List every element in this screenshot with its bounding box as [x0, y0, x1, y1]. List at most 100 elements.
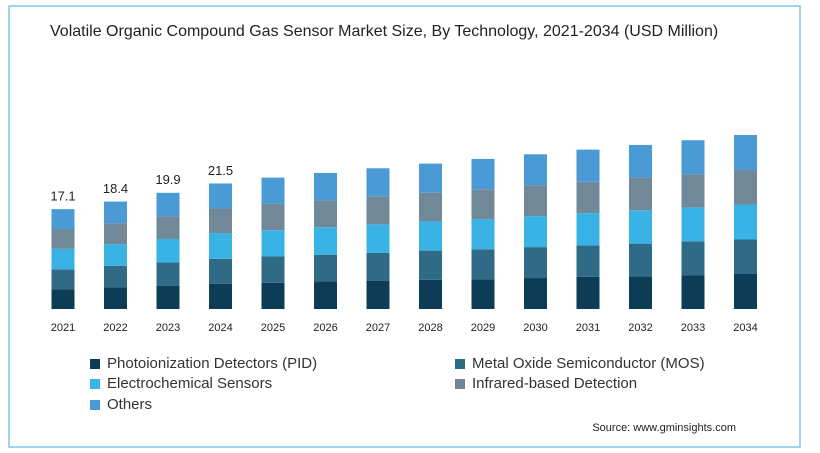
bar-segment [366, 168, 390, 197]
bar-segment [681, 140, 705, 175]
bar-segment [734, 204, 757, 240]
x-tick-label: 2029 [471, 322, 495, 334]
bar-segment [51, 289, 75, 309]
chart-title: Volatile Organic Compound Gas Sensor Mar… [50, 23, 718, 40]
bar-segment [104, 265, 127, 288]
bar-segment [419, 250, 442, 280]
total-label: 21.5 [208, 163, 233, 178]
bar-segment [734, 135, 757, 171]
bar-segment [156, 262, 180, 286]
x-tick-label: 2032 [628, 322, 652, 334]
bar-segment [734, 239, 757, 274]
bar-segment [366, 224, 390, 253]
legend-swatch [455, 379, 465, 389]
x-tick-label: 2025 [261, 322, 285, 334]
bar-segment [261, 203, 285, 231]
bar-segment [209, 283, 232, 309]
bar-segment [366, 196, 390, 225]
x-tick-label: 2023 [156, 322, 180, 334]
bar-segment [629, 144, 652, 178]
bar-segment [471, 219, 495, 250]
bar-segment [104, 223, 127, 245]
bar-segment [314, 200, 337, 228]
legend-label: Others [107, 396, 152, 413]
x-tick-label: 2033 [681, 322, 705, 334]
bar-segment [156, 238, 180, 263]
bar-segment [471, 158, 495, 190]
bar-segment [261, 177, 285, 204]
bar-segment [261, 256, 285, 283]
bar-segment [576, 245, 600, 277]
bar-segment [734, 170, 757, 205]
bar-segment [576, 181, 600, 214]
legend-swatch [90, 359, 100, 369]
x-tick-label: 2022 [103, 322, 127, 334]
x-tick-label: 2028 [418, 322, 442, 334]
bar-segment [681, 174, 705, 208]
bar-segment [51, 209, 75, 230]
bar-segment [314, 254, 337, 282]
legend-swatch [90, 400, 100, 410]
bar-segment [681, 241, 705, 276]
bar-segment [314, 227, 337, 255]
bar-segment [576, 213, 600, 246]
bar-segment [261, 230, 285, 257]
bar-segment [419, 192, 442, 222]
bar-segment [419, 221, 442, 251]
legend-swatch [90, 379, 100, 389]
x-tick-label: 2026 [313, 322, 337, 334]
legend-swatch [455, 359, 465, 369]
legend-label: Metal Oxide Semiconductor (MOS) [472, 355, 705, 372]
bar-segment [51, 248, 75, 270]
bar-segment [471, 249, 495, 280]
bar-segment [366, 280, 390, 309]
x-tick-label: 2021 [51, 322, 75, 334]
bar-segment [629, 210, 652, 244]
bar-segment [419, 163, 442, 193]
bar-segment [156, 285, 180, 309]
bar-segment [314, 281, 337, 309]
bar-segment [524, 278, 547, 309]
bar-segment [209, 208, 232, 234]
bar-segment [366, 252, 390, 281]
bar-segment [209, 183, 232, 209]
x-tick-label: 2031 [576, 322, 600, 334]
total-label: 17.1 [50, 189, 75, 204]
bar-segment [524, 154, 547, 186]
x-tick-label: 2027 [366, 322, 390, 334]
bar-segment [576, 276, 600, 309]
bar-segment [156, 192, 180, 217]
bar-segment [51, 229, 75, 249]
bar-segment [314, 172, 337, 201]
bar-segment [471, 279, 495, 309]
bar-segment [629, 243, 652, 277]
x-tick-label: 2030 [523, 322, 547, 334]
bar-segment [104, 287, 127, 309]
bar-segment [734, 273, 757, 309]
total-label: 18.4 [103, 181, 128, 196]
bar-segment [104, 201, 127, 224]
bar-segment [524, 216, 547, 248]
bar-segment [524, 247, 547, 279]
bar-segment [51, 269, 75, 290]
legend-label: Photoionization Detectors (PID) [107, 355, 317, 372]
bar-segment [629, 177, 652, 211]
legend-label: Infrared-based Detection [472, 375, 637, 392]
x-tick-label: 2024 [208, 322, 232, 334]
bar-segment [419, 279, 442, 309]
bar-segment [576, 149, 600, 182]
total-label: 19.9 [155, 172, 180, 187]
source: Source: www.gminsights.com [592, 422, 736, 434]
bar-segment [681, 207, 705, 242]
bar-segment [524, 185, 547, 217]
bar-segment [104, 244, 127, 266]
bar-segment [681, 275, 705, 309]
bar-segment [261, 282, 285, 309]
bar-segment [629, 276, 652, 309]
legend-label: Electrochemical Sensors [107, 375, 272, 392]
x-tick-label: 2034 [733, 322, 757, 334]
bar-segment [209, 258, 232, 284]
bar-segment [209, 233, 232, 259]
frame [8, 5, 801, 448]
